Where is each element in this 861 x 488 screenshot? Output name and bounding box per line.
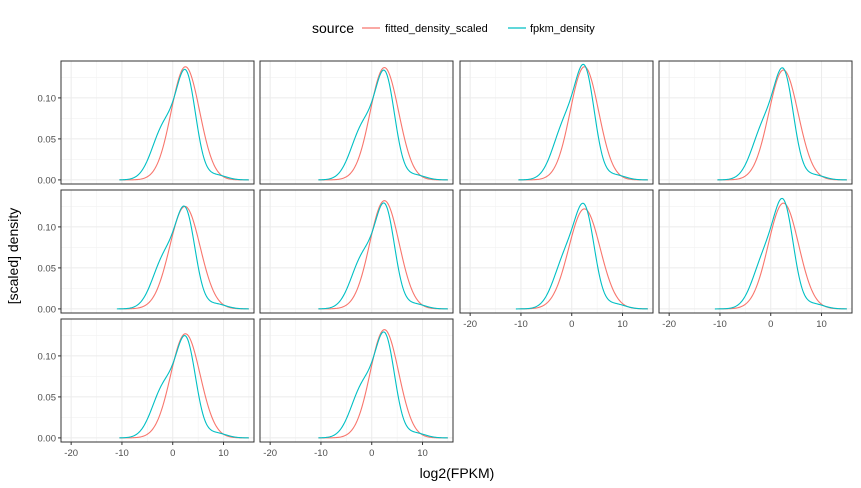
series-line-fpkm_density: [116, 205, 249, 310]
series-line-fpkm_density: [515, 202, 648, 310]
x-axis-title: log2(FPKM): [420, 465, 495, 481]
panel-background: [460, 61, 653, 184]
panel-background: [61, 190, 254, 313]
series-line-fitted_density_scaled: [318, 329, 448, 439]
series-line-fitted_density_scaled: [717, 69, 847, 181]
y-tick-label: 0.00: [38, 304, 57, 315]
panel-border: [60, 189, 255, 314]
series-line-fpkm_density: [119, 68, 249, 181]
series-line-fpkm_density: [318, 202, 448, 310]
x-tick-label: 10: [417, 448, 428, 459]
facet-panel: -20 -10 0 10: [459, 189, 654, 330]
series-line-fitted_density_scaled: [518, 66, 648, 181]
y-tick-label: 0.05: [38, 134, 57, 145]
panel-border: [259, 189, 454, 314]
panel-background: [61, 61, 254, 184]
facet-panel: 0.00 0.05 0.10: [38, 189, 255, 315]
panel-background: [659, 190, 852, 313]
panel-border: [459, 60, 654, 185]
panel-background: [460, 190, 653, 313]
series-line-fpkm_density: [714, 197, 847, 310]
x-tick-label: -20: [64, 448, 78, 459]
facet-panel: -20 -10 0 10: [259, 318, 454, 459]
panel-border: [60, 60, 255, 185]
panel-border: [259, 318, 454, 443]
facet-panel: -20 -10 0 10: [658, 189, 853, 330]
series-line-fitted_density_scaled: [119, 66, 249, 181]
panel-background: [260, 190, 453, 313]
panel-background: [61, 319, 254, 442]
series-line-fpkm_density: [318, 69, 448, 181]
x-tick-label: 0: [569, 319, 574, 330]
series-line-fpkm_density: [717, 67, 847, 181]
x-tick-label: -20: [662, 319, 676, 330]
x-tick-label: 0: [768, 319, 773, 330]
facet-panel: 0.00 0.05 0.10: [38, 60, 255, 186]
y-tick-label: 0.00: [38, 175, 57, 186]
facet-panels: 0.000.050.100.000.050.10-20 -10 0 10 -20 -10 0…: [38, 60, 853, 459]
x-tick-label: -20: [463, 319, 477, 330]
y-axis-title: [scaled] density: [5, 208, 21, 305]
y-tick-label: 0.05: [38, 263, 57, 274]
facet-panel: 0.00 0.05 0.10 -20 -10 0 10: [38, 318, 255, 459]
series-line-fpkm_density: [119, 335, 249, 439]
x-tick-label: -10: [115, 448, 129, 459]
facet-panel: [459, 60, 654, 185]
facet-panel: [259, 60, 454, 185]
y-tick-label: 0.10: [38, 351, 57, 362]
panel-background: [260, 61, 453, 184]
x-tick-label: 0: [170, 448, 175, 459]
panel-background: [659, 61, 852, 184]
legend-label-fpkm: fpkm_density: [530, 23, 595, 35]
y-tick-label: 0.10: [38, 93, 57, 104]
y-tick-label: 0.05: [38, 392, 57, 403]
panel-border: [658, 189, 853, 314]
panel-border: [259, 60, 454, 185]
legend-title: source: [312, 20, 354, 36]
x-tick-label: 10: [218, 448, 229, 459]
series-line-fpkm_density: [518, 63, 648, 181]
legend: source fitted_density_scaled fpkm_densit…: [312, 20, 595, 36]
x-tick-label: -10: [514, 319, 528, 330]
panel-background: [260, 319, 453, 442]
y-tick-label: 0.00: [38, 433, 57, 444]
x-tick-label: 10: [816, 319, 827, 330]
series-line-fitted_density_scaled: [318, 67, 448, 181]
x-tick-label: -10: [713, 319, 727, 330]
series-line-fitted_density_scaled: [119, 333, 249, 439]
y-tick-label: 0.10: [38, 222, 57, 233]
x-tick-label: -10: [314, 448, 328, 459]
x-tick-label: 10: [617, 319, 628, 330]
facet-panel: [259, 189, 454, 314]
panel-border: [60, 318, 255, 443]
x-tick-label: 0: [369, 448, 374, 459]
facet-panel: [658, 60, 853, 185]
series-line-fitted_density_scaled: [318, 200, 448, 310]
panel-border: [459, 189, 654, 314]
legend-label-fitted: fitted_density_scaled: [385, 23, 488, 35]
x-tick-label: -20: [263, 448, 277, 459]
series-line-fpkm_density: [318, 331, 448, 439]
panel-border: [658, 60, 853, 185]
